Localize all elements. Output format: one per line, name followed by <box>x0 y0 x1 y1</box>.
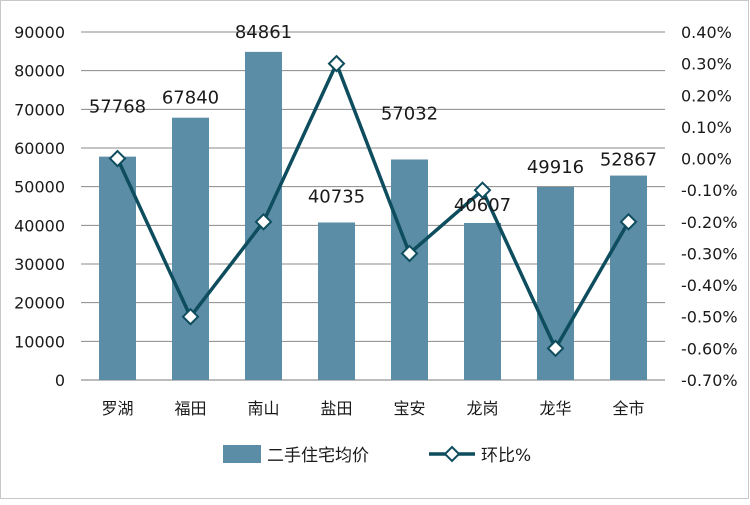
left-tick-label: 40000 <box>14 216 65 235</box>
left-tick-label: 70000 <box>14 100 65 119</box>
right-tick-label: -0.40% <box>681 276 738 295</box>
right-tick-label: 0.10% <box>681 118 732 137</box>
data-labels: 57768 67840 84861 40735 57032 40607 49916 52867 <box>89 22 657 216</box>
line-point <box>400 244 419 263</box>
bar <box>99 156 136 380</box>
left-tick-label: 20000 <box>14 294 65 313</box>
category-label: 龙华 <box>539 399 571 418</box>
gridlines <box>81 31 665 381</box>
category-label: 罗湖 <box>101 399 133 418</box>
left-tick-label: 30000 <box>14 255 65 274</box>
bar <box>172 117 209 380</box>
right-axis: 0.40% 0.30% 0.20% 0.10% 0.00% -0.10% -0.20% -0.… <box>681 23 738 390</box>
data-label: 52867 <box>600 150 657 171</box>
legend: 二手住宅均价 环比% <box>223 445 531 466</box>
data-label: 40735 <box>308 186 365 207</box>
left-tick-label: 90000 <box>14 23 65 42</box>
bar <box>391 159 428 380</box>
legend-bar-label: 二手住宅均价 <box>267 446 369 466</box>
left-tick-label: 50000 <box>14 178 65 197</box>
right-tick-label: 0.40% <box>681 23 732 42</box>
bar <box>318 222 355 380</box>
data-label: 57768 <box>89 97 146 118</box>
line-path <box>115 61 631 351</box>
data-label: 84861 <box>235 22 292 43</box>
right-tick-label: 0.20% <box>681 86 732 105</box>
line-point <box>254 212 273 231</box>
data-label: 49916 <box>527 157 584 178</box>
right-tick-label: -0.60% <box>681 339 738 358</box>
legend-line-label: 环比% <box>481 446 531 466</box>
left-tick-label: 10000 <box>14 332 65 351</box>
right-tick-label: -0.20% <box>681 213 738 232</box>
right-tick-label: 0.00% <box>681 150 732 169</box>
data-label: 40607 <box>454 195 511 216</box>
right-tick-label: -0.70% <box>681 371 738 390</box>
left-tick-label: 0 <box>55 371 65 390</box>
right-tick-label: -0.10% <box>681 181 738 200</box>
right-tick-label: -0.50% <box>681 308 738 327</box>
left-axis: 0 10000 20000 30000 40000 50000 60000 70000 8000… <box>14 23 65 390</box>
line-point <box>473 181 492 200</box>
category-label: 福田 <box>174 399 206 418</box>
data-label: 57032 <box>381 103 438 124</box>
line-point <box>619 212 638 231</box>
line-point <box>327 54 346 73</box>
left-tick-label: 60000 <box>14 139 65 158</box>
legend-line-marker <box>443 445 461 463</box>
category-label: 龙岗 <box>466 399 498 418</box>
category-label: 南山 <box>247 399 279 418</box>
left-tick-label: 80000 <box>14 62 65 81</box>
data-label: 67840 <box>162 88 219 109</box>
line-point <box>546 339 565 358</box>
right-tick-label: 0.30% <box>681 55 732 74</box>
legend-bar-swatch <box>223 445 261 463</box>
bar <box>610 175 647 380</box>
category-axis: 罗湖 福田 南山 盐田 宝安 龙岗 龙华 全市 <box>101 399 644 418</box>
category-label: 宝安 <box>393 399 425 418</box>
bar <box>464 222 501 380</box>
line-point <box>108 149 127 168</box>
line-point <box>181 307 200 326</box>
line-series <box>108 54 638 358</box>
right-tick-label: -0.30% <box>681 244 738 263</box>
category-label: 全市 <box>612 399 644 418</box>
category-label: 盐田 <box>320 399 352 418</box>
